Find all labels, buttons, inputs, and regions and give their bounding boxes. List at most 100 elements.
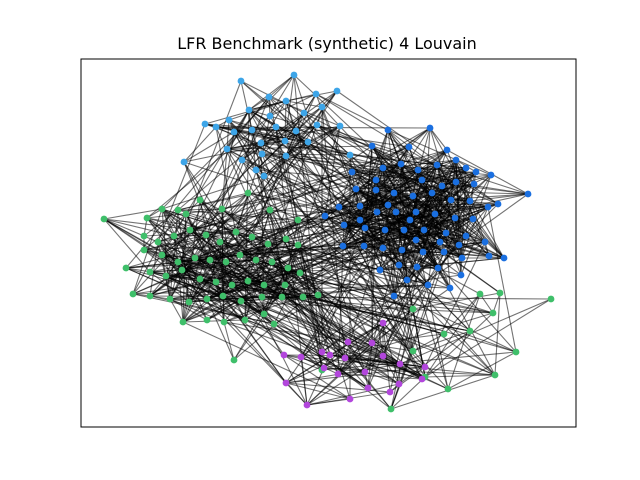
network-edge (399, 284, 429, 365)
node-light-blue (257, 139, 265, 147)
network-edge (206, 229, 425, 300)
node-green (268, 258, 276, 266)
network-edge (283, 354, 351, 400)
node-blue (487, 171, 495, 179)
node-green (162, 272, 170, 280)
node-blue (433, 161, 441, 169)
network-edge (284, 229, 425, 286)
network-edge (390, 374, 496, 410)
node-light-blue (223, 145, 231, 153)
node-blue (484, 203, 492, 211)
network-edge (103, 218, 145, 237)
node-green (299, 293, 307, 301)
node-blue (321, 212, 329, 220)
node-purple (386, 388, 394, 396)
node-green (266, 206, 274, 214)
node-purple (344, 338, 352, 346)
node-green (185, 298, 193, 306)
node-blue (381, 226, 389, 234)
node-blue (395, 261, 403, 269)
network-edge (300, 229, 386, 358)
node-green (186, 226, 194, 234)
network-edge (223, 321, 400, 385)
node-green (222, 258, 230, 266)
node-blue (356, 216, 364, 224)
node-blue (373, 208, 381, 216)
network-edge (364, 284, 429, 373)
network-edge (228, 119, 414, 352)
node-green (466, 327, 474, 335)
node-blue (438, 182, 446, 190)
node-light-blue (336, 122, 344, 130)
node-green (236, 251, 244, 259)
network-edge (255, 169, 286, 286)
node-green (387, 405, 395, 413)
node-blue (452, 156, 460, 164)
network-edge (371, 145, 496, 376)
node-green (203, 316, 211, 324)
network-edge (424, 241, 486, 368)
node-blue (466, 197, 474, 205)
node-green (281, 281, 289, 289)
network-edge (161, 208, 384, 324)
node-green (260, 310, 268, 318)
network-edge (429, 127, 448, 151)
network-edge (226, 119, 230, 150)
node-light-blue (318, 103, 326, 111)
node-green (218, 205, 226, 213)
node-blue (400, 226, 408, 234)
network-edge (269, 93, 317, 117)
network-edge (248, 96, 270, 111)
network-edge (165, 80, 242, 277)
network-edge (472, 218, 505, 259)
network-edge (371, 342, 401, 365)
network-edge (400, 163, 449, 390)
node-purple (326, 351, 334, 359)
network-edge (494, 292, 501, 376)
network-edge (395, 185, 443, 213)
node-green (228, 281, 236, 289)
node-light-blue (282, 97, 290, 105)
node-blue (412, 236, 420, 244)
node-purple (318, 348, 326, 356)
network-edge (479, 293, 494, 314)
network-edge (399, 298, 552, 365)
network-edge (248, 109, 353, 173)
node-green (244, 277, 252, 285)
network-edge (132, 281, 217, 295)
network-edge (363, 245, 496, 376)
node-purple (334, 370, 342, 378)
node-green (179, 318, 187, 326)
network-edge (169, 298, 184, 323)
node-blue (436, 238, 444, 246)
node-blue (451, 214, 459, 222)
network-edge (103, 218, 175, 237)
network-edge (183, 126, 217, 163)
node-light-blue (238, 156, 246, 164)
node-light-blue (248, 126, 256, 134)
network-edge (412, 350, 449, 390)
network-edge (221, 100, 287, 210)
node-blue (462, 164, 470, 172)
network-edge (206, 298, 235, 361)
network-edge (283, 354, 323, 371)
node-purple (421, 363, 429, 371)
node-green (237, 297, 245, 305)
node-blue (470, 180, 478, 188)
network-edge (415, 239, 517, 353)
node-blue (431, 210, 439, 218)
network-edge (273, 206, 489, 325)
node-green (444, 385, 452, 393)
node-purple (346, 395, 354, 403)
node-green (476, 290, 484, 298)
network-edge (261, 153, 486, 243)
node-green (440, 330, 448, 338)
node-green (282, 235, 290, 243)
network-edge (263, 175, 481, 295)
network-edge (316, 124, 457, 183)
node-blue (426, 124, 434, 132)
network-edge (221, 148, 228, 210)
node-green (547, 295, 555, 303)
node-light-blue (258, 150, 266, 158)
node-blue (485, 252, 493, 260)
